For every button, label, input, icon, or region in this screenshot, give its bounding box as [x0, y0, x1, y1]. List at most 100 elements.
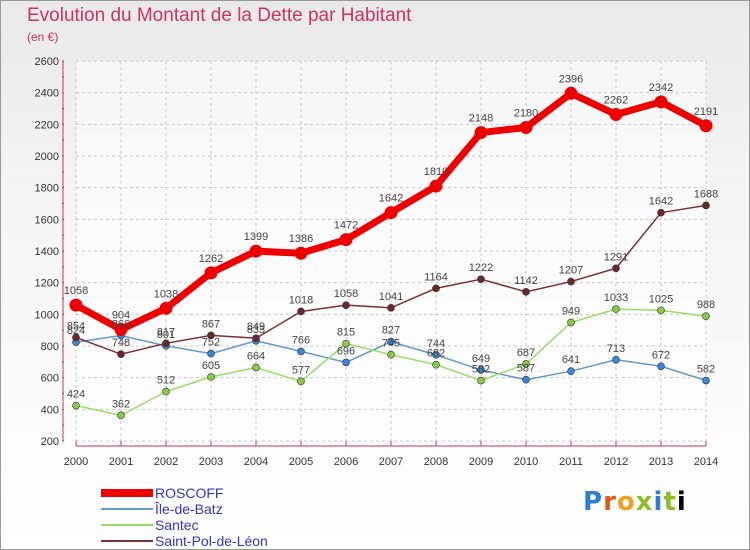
x-tick-label: 2009 — [469, 456, 493, 468]
data-label-ile-de-batz: 582 — [697, 364, 715, 376]
point-roscoff — [519, 121, 533, 134]
point-ile-de-batz — [657, 362, 665, 371]
legend-swatch — [101, 540, 153, 542]
axes: 200 400 600 800 1000 1200 1400 1600 1800 2000 2200… — [35, 56, 719, 468]
data-label-saint-pol-de-leon: 1041 — [379, 291, 403, 303]
data-label-santec: 745 — [382, 338, 400, 350]
point-saint-pol-de-leon — [657, 208, 665, 217]
data-label-saint-pol-de-leon: 1222 — [469, 262, 493, 274]
data-label-ile-de-batz: 824 — [67, 325, 85, 337]
point-saint-pol-de-leon — [432, 284, 440, 293]
point-ile-de-batz — [387, 337, 395, 346]
y-tick-label: 2000 — [35, 151, 59, 163]
point-saint-pol-de-leon — [297, 307, 305, 316]
data-label-ile-de-batz: 866 — [112, 319, 130, 331]
point-saint-pol-de-leon — [342, 301, 350, 309]
point-saint-pol-de-leon — [702, 201, 710, 210]
point-roscoff — [384, 206, 398, 220]
x-tick-label: 2013 — [649, 456, 673, 468]
point-saint-pol-de-leon — [72, 333, 80, 342]
data-label-saint-pol-de-leon: 1142 — [514, 275, 538, 287]
point-saint-pol-de-leon — [567, 277, 575, 286]
data-label-santec: 949 — [562, 305, 580, 317]
point-santec — [117, 411, 125, 420]
data-label-ile-de-batz: 641 — [562, 354, 580, 366]
data-label-roscoff: 1642 — [379, 193, 403, 205]
data-label-saint-pol-de-leon: 1642 — [649, 196, 673, 208]
y-tick-label: 2600 — [35, 56, 59, 68]
data-labels: 824 866 801 752 833 766 696 827 744 649 587 641 713 6… — [64, 73, 718, 410]
data-label-saint-pol-de-leon: 854 — [67, 320, 85, 332]
data-label-roscoff: 2191 — [694, 106, 718, 118]
point-ile-de-batz — [342, 358, 350, 367]
x-tick-label: 2003 — [199, 456, 223, 468]
point-ile-de-batz — [477, 366, 485, 374]
point-ile-de-batz — [207, 349, 215, 358]
data-label-santec: 577 — [292, 364, 310, 376]
point-saint-pol-de-leon — [612, 264, 620, 273]
data-label-santec: 687 — [517, 347, 535, 359]
x-tick-label: 2010 — [514, 456, 538, 468]
y-tick-label: 400 — [41, 404, 59, 416]
legend-item-ile-de-batz: Île-de-Batz — [101, 501, 361, 517]
point-roscoff — [339, 233, 353, 247]
x-tick-label: 2000 — [64, 456, 88, 468]
data-label-roscoff: 1038 — [154, 288, 178, 300]
point-santec — [162, 387, 170, 396]
point-roscoff — [699, 119, 713, 133]
point-saint-pol-de-leon — [117, 350, 125, 359]
point-roscoff — [429, 179, 443, 193]
data-label-saint-pol-de-leon: 1207 — [559, 265, 583, 277]
y-tick-label: 1600 — [35, 214, 59, 226]
y-tick-label: 200 — [41, 436, 59, 448]
data-label-santec: 1025 — [649, 293, 673, 305]
point-roscoff — [294, 246, 308, 260]
point-saint-pol-de-leon — [522, 288, 530, 296]
point-santec — [567, 318, 575, 327]
point-saint-pol-de-leon — [477, 275, 485, 283]
point-saint-pol-de-leon — [207, 331, 215, 340]
data-label-roscoff: 1386 — [289, 233, 313, 245]
legend-label: ROSCOFF — [155, 485, 224, 501]
data-label-roscoff: 1399 — [244, 231, 268, 243]
y-tick-label: 2200 — [35, 119, 59, 131]
point-roscoff — [474, 126, 488, 140]
legend: ROSCOFF Île-de-Batz Santec Saint-Pol-de-Léo… — [101, 485, 361, 549]
data-label-santec: 988 — [697, 299, 715, 311]
point-roscoff — [159, 301, 173, 315]
data-label-roscoff: 1058 — [64, 285, 88, 297]
data-label-ile-de-batz: 801 — [157, 329, 175, 341]
y-tick-label: 1200 — [35, 278, 59, 290]
y-tick-label: 1800 — [35, 183, 59, 195]
legend-label: Santec — [155, 517, 199, 533]
y-tick-label: 800 — [41, 341, 59, 353]
point-ile-de-batz — [567, 367, 575, 375]
data-label-roscoff: 1262 — [199, 253, 223, 265]
point-santec — [702, 312, 710, 321]
data-label-saint-pol-de-leon: 817 — [157, 326, 175, 338]
point-santec — [612, 305, 620, 313]
data-label-saint-pol-de-leon: 849 — [247, 321, 265, 333]
data-label-roscoff: 2148 — [469, 113, 493, 125]
data-label-ile-de-batz: 587 — [517, 363, 535, 375]
data-label-saint-pol-de-leon: 1688 — [694, 188, 718, 200]
data-label-ile-de-batz: 672 — [652, 349, 670, 361]
point-ile-de-batz — [612, 355, 620, 364]
data-label-ile-de-batz: 833 — [247, 324, 265, 336]
point-santec — [297, 377, 305, 386]
data-label-ile-de-batz: 752 — [202, 337, 220, 349]
data-label-ile-de-batz: 827 — [382, 325, 400, 337]
data-label-saint-pol-de-leon: 748 — [112, 337, 130, 349]
x-tick-label: 2011 — [559, 456, 583, 468]
chart-unit-label: (en €) — [27, 30, 59, 44]
point-santec — [477, 376, 485, 385]
point-santec — [522, 360, 530, 368]
legend-label: Île-de-Batz — [155, 501, 223, 517]
data-label-saint-pol-de-leon: 867 — [202, 318, 220, 330]
legend-swatch — [101, 524, 153, 526]
point-ile-de-batz — [702, 376, 710, 385]
x-tick-label: 2006 — [334, 456, 358, 468]
legend-item-saint-pol-de-leon: Saint-Pol-de-Léon — [101, 533, 361, 549]
